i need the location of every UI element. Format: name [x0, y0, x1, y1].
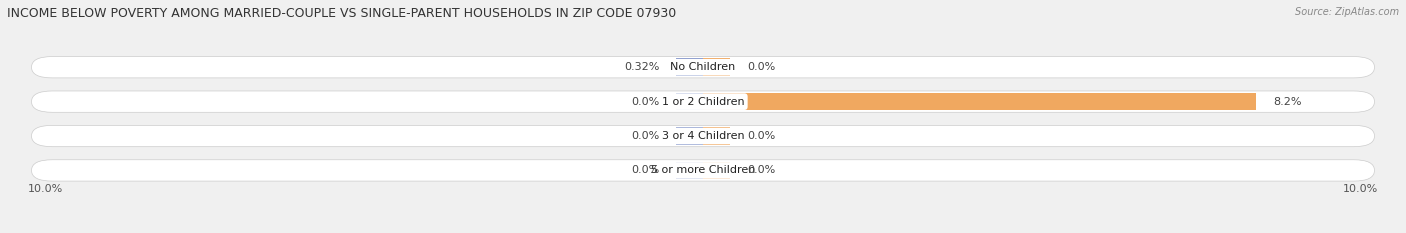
Bar [676, 93, 703, 110]
Text: 5 or more Children: 5 or more Children [651, 165, 755, 175]
Bar [703, 58, 730, 76]
Text: 0.0%: 0.0% [747, 165, 775, 175]
Bar [703, 127, 730, 145]
Bar [676, 162, 703, 179]
Text: INCOME BELOW POVERTY AMONG MARRIED-COUPLE VS SINGLE-PARENT HOUSEHOLDS IN ZIP COD: INCOME BELOW POVERTY AMONG MARRIED-COUPL… [7, 7, 676, 20]
Text: No Children: No Children [671, 62, 735, 72]
FancyBboxPatch shape [31, 57, 1375, 78]
Text: 3 or 4 Children: 3 or 4 Children [662, 131, 744, 141]
Text: 1 or 2 Children: 1 or 2 Children [662, 97, 744, 107]
Text: 0.0%: 0.0% [631, 97, 659, 107]
Bar [703, 93, 1257, 110]
Text: 0.0%: 0.0% [631, 131, 659, 141]
Text: Source: ZipAtlas.com: Source: ZipAtlas.com [1295, 7, 1399, 17]
Text: 0.0%: 0.0% [631, 165, 659, 175]
FancyBboxPatch shape [31, 160, 1375, 181]
Text: 0.0%: 0.0% [747, 62, 775, 72]
Text: 0.32%: 0.32% [624, 62, 659, 72]
Text: 10.0%: 10.0% [1343, 184, 1378, 194]
Text: 0.0%: 0.0% [747, 131, 775, 141]
FancyBboxPatch shape [31, 91, 1375, 112]
Text: 8.2%: 8.2% [1274, 97, 1302, 107]
Bar [703, 162, 730, 179]
Text: 10.0%: 10.0% [28, 184, 63, 194]
Bar [676, 58, 703, 76]
Bar [676, 127, 703, 145]
FancyBboxPatch shape [31, 125, 1375, 147]
